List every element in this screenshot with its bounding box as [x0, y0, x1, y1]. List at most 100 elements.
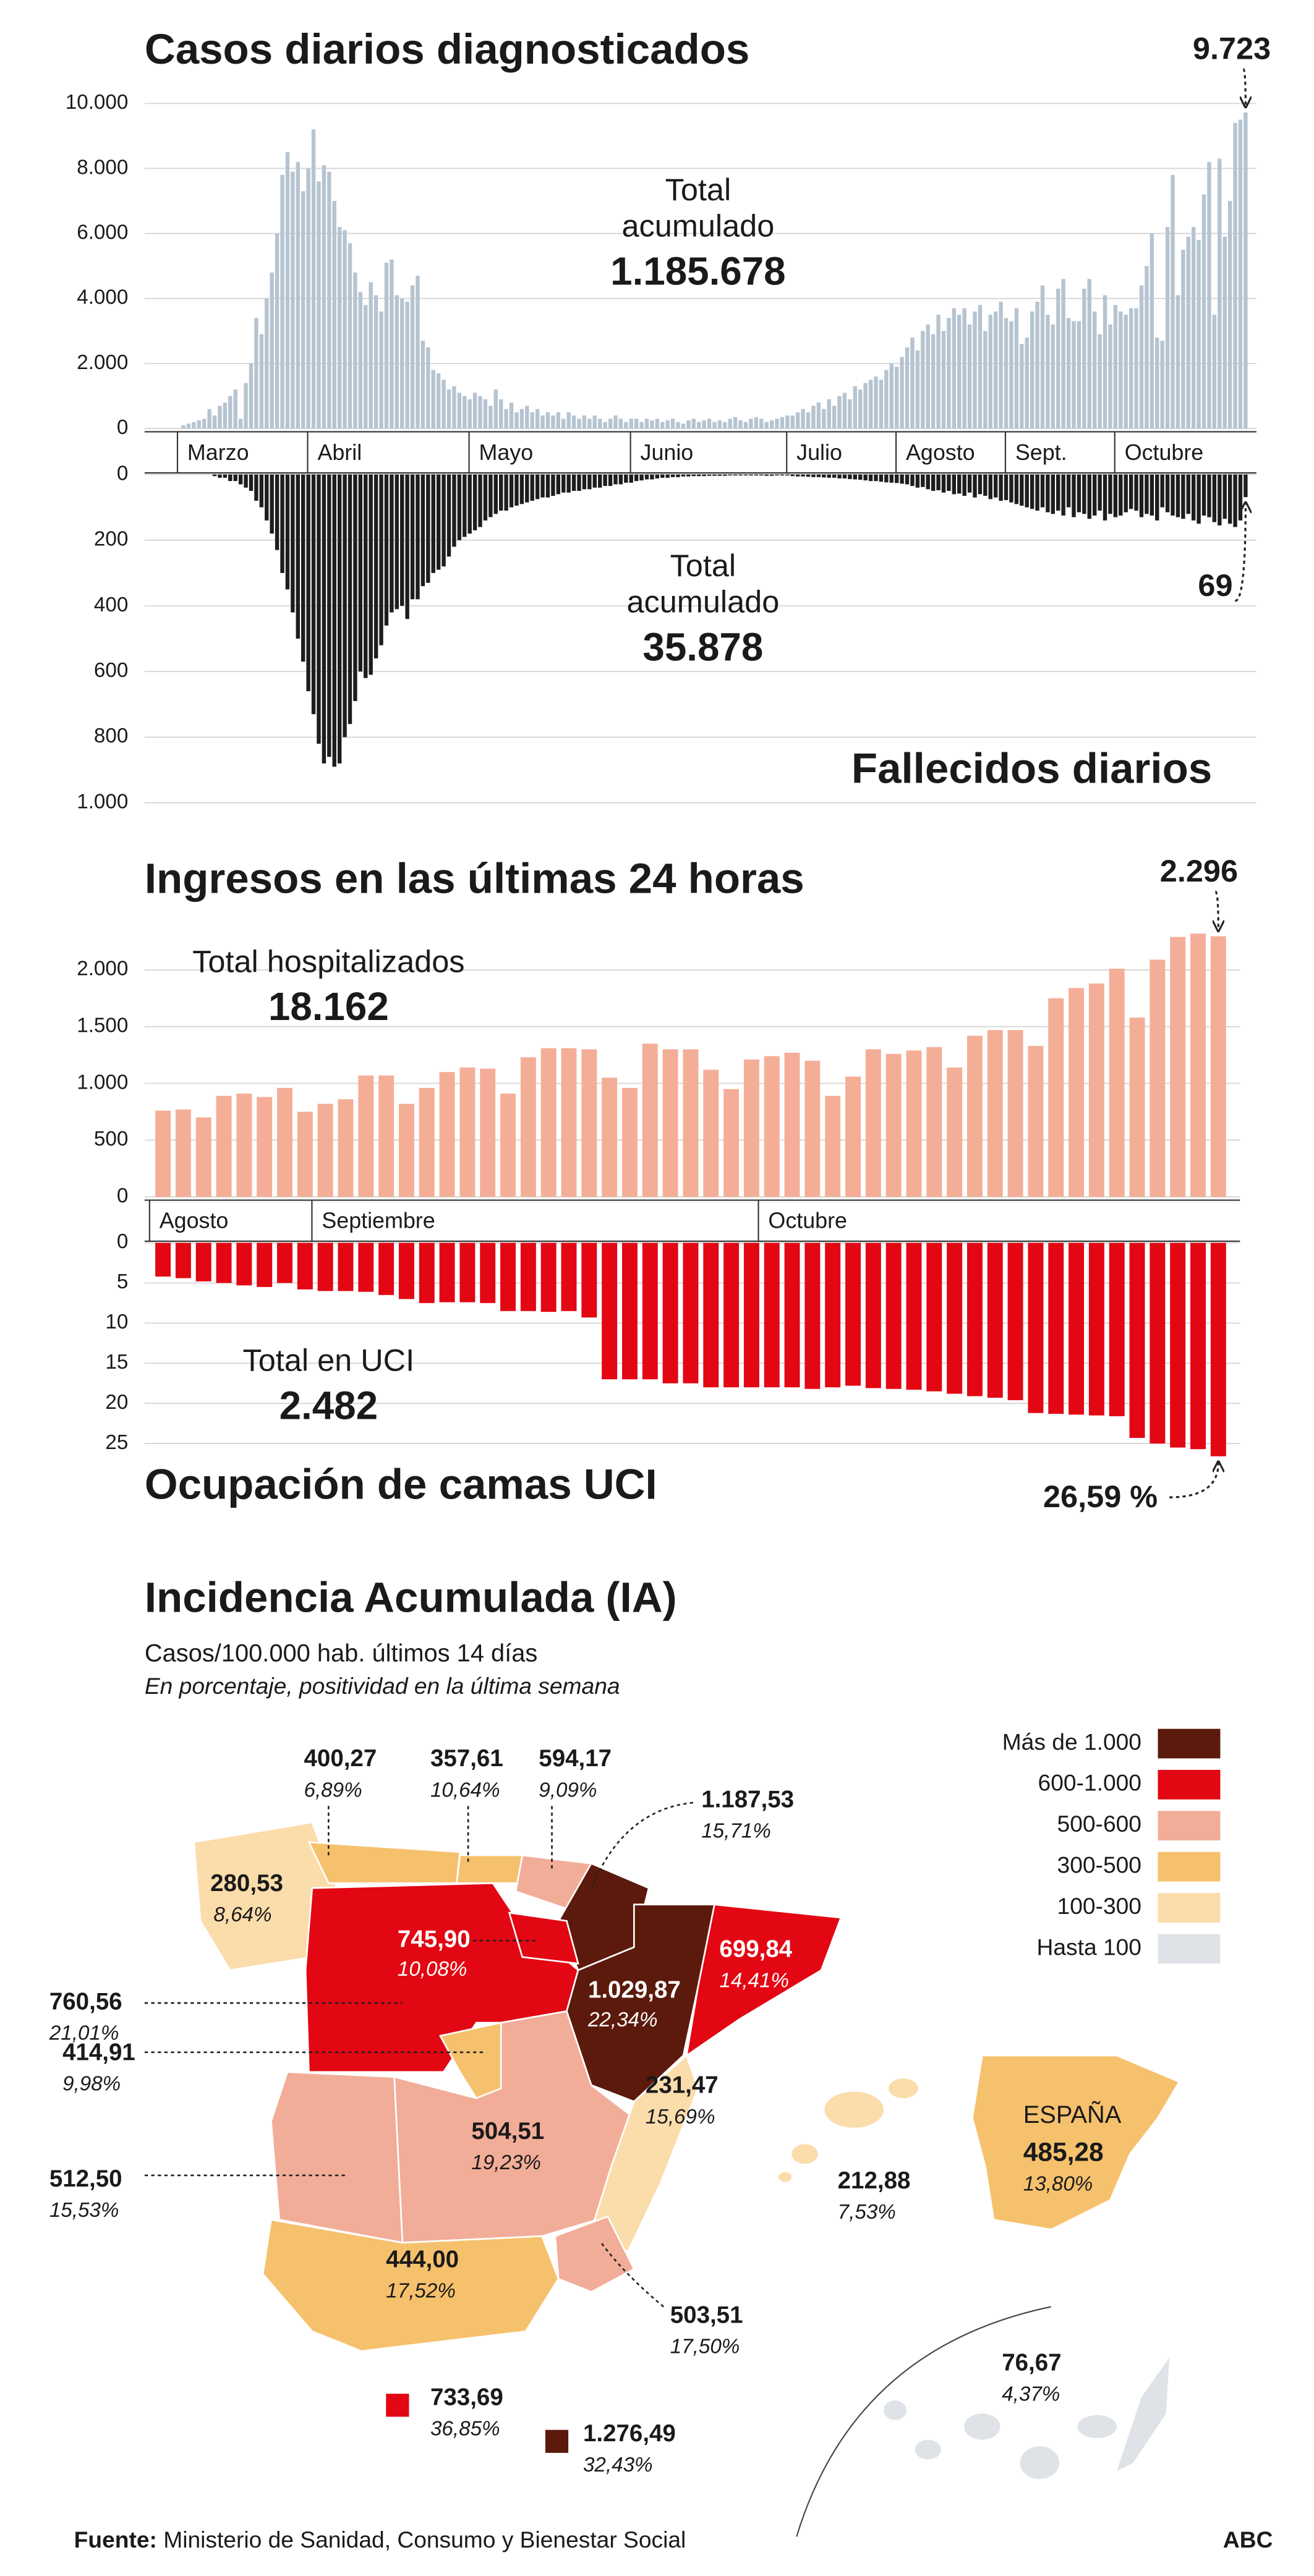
bar: [459, 1067, 476, 1197]
leader-line: [600, 2242, 664, 2308]
bar: [1171, 474, 1175, 516]
bar: [257, 1243, 273, 1287]
bar: [296, 161, 300, 429]
y-tick-label: 20: [105, 1391, 128, 1414]
region: [545, 2429, 569, 2453]
bar: [686, 474, 691, 477]
region-value: 280,53: [210, 1870, 283, 1897]
bar: [577, 419, 581, 429]
data-label: 69: [1198, 567, 1232, 603]
bar: [216, 1243, 232, 1283]
bar: [775, 419, 779, 429]
bar: [369, 474, 373, 675]
bar: [676, 422, 680, 429]
bar: [702, 474, 706, 477]
bar: [717, 474, 722, 476]
island: [1077, 2415, 1117, 2438]
bar: [947, 1067, 963, 1197]
bar: [306, 168, 310, 429]
bar: [439, 1243, 455, 1303]
bar: [332, 474, 336, 767]
island: [1020, 2446, 1060, 2480]
annotation: Total hospitalizados: [192, 943, 464, 979]
bar: [155, 1110, 171, 1197]
bar: [419, 1243, 435, 1303]
bar: [717, 420, 722, 429]
bar: [390, 474, 394, 613]
bar: [561, 474, 566, 493]
bar: [624, 422, 628, 429]
region-value: 212,88: [838, 2167, 911, 2194]
bar: [681, 423, 686, 429]
bar: [915, 350, 920, 429]
x-tick-label: Septiembre: [322, 1209, 435, 1233]
bar: [452, 474, 456, 547]
region-value: 733,69: [430, 2384, 503, 2410]
bar: [1035, 302, 1039, 429]
bar: [754, 474, 759, 476]
bar: [551, 415, 555, 429]
bar: [662, 1049, 678, 1197]
region-value: 512,50: [49, 2166, 122, 2192]
bar: [317, 1243, 333, 1291]
bar: [426, 347, 430, 429]
bar: [644, 474, 649, 480]
bar: [353, 272, 357, 429]
bar: [364, 305, 368, 429]
bar: [500, 1243, 516, 1311]
bar: [270, 272, 274, 429]
bar: [926, 474, 930, 490]
bar: [540, 1048, 557, 1197]
bar: [420, 341, 425, 429]
bar: [259, 474, 264, 508]
bar: [155, 1243, 171, 1277]
bar: [941, 474, 946, 493]
bar: [795, 474, 800, 477]
leader-line: [591, 1801, 694, 1889]
bar: [405, 302, 409, 429]
bar: [936, 474, 941, 491]
bar: [223, 402, 228, 429]
y-tick-label: 4.000: [77, 286, 128, 309]
bar: [1186, 236, 1190, 429]
bar: [1212, 474, 1217, 522]
bar: [738, 474, 743, 476]
bar: [1066, 318, 1071, 429]
bar: [822, 409, 826, 429]
bar: [879, 474, 884, 482]
bar: [1134, 308, 1138, 429]
bar: [306, 474, 310, 692]
bar: [463, 396, 467, 429]
bar: [900, 357, 904, 429]
bar: [233, 389, 237, 429]
bar: [212, 474, 217, 477]
bar: [212, 415, 217, 429]
legend-label: 300-500: [1057, 1852, 1141, 1878]
bar: [967, 474, 972, 493]
bar: [530, 412, 534, 429]
bar: [504, 474, 508, 511]
bar: [906, 1050, 922, 1197]
bar: [1040, 285, 1045, 429]
canarias-divider: [796, 2306, 1052, 2537]
bar: [1103, 295, 1107, 429]
bar: [790, 474, 795, 477]
region: [508, 1911, 579, 1965]
y-tick-label: 600: [94, 659, 128, 682]
y-tick-label: 2.000: [77, 351, 128, 374]
bar: [1035, 474, 1039, 511]
legend-swatch: [1158, 1893, 1221, 1923]
bar: [259, 334, 264, 429]
bar: [947, 1243, 963, 1394]
bar: [837, 474, 842, 478]
region: [438, 2021, 502, 2099]
bar: [322, 474, 326, 763]
bar: [754, 417, 759, 429]
label-arrow: [1215, 890, 1218, 930]
bar: [608, 474, 613, 487]
x-tick-label: Marzo: [187, 440, 249, 465]
bar: [1025, 474, 1029, 508]
bar: [405, 474, 409, 619]
bar: [1150, 959, 1166, 1197]
bar: [655, 474, 660, 478]
